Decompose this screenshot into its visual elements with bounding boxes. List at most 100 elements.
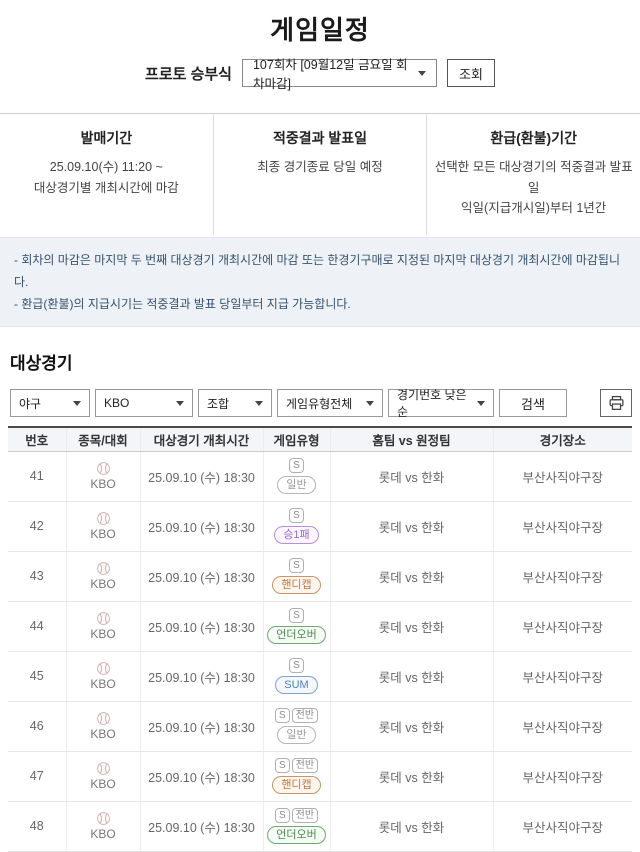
round-selector-row: 프로토 승부식 107회차 [09월12일 금요일 회차마감] 조회 [0, 58, 640, 91]
league-label: KBO [90, 477, 116, 492]
printer-icon [608, 395, 624, 410]
info-title: 발매기간 [80, 130, 133, 146]
venue-cell: 부산사직야구장 [492, 701, 632, 752]
single-game-badge: S [289, 658, 304, 674]
sort-select-value: 경기번호 낮은순 [397, 388, 467, 420]
game-type-cell: S 승1패 [262, 501, 330, 552]
col-header-number: 번호 [8, 427, 66, 452]
table-row: 45 KBO 25.09.10 (수) 18:30 S SUM 롯데 vs 한화 부산사직야… [8, 651, 632, 702]
game-type-pill: 언더오버 [267, 626, 326, 645]
sort-select[interactable]: 경기번호 낮은순 [388, 388, 494, 420]
venue-cell: 부산사직야구장 [492, 801, 632, 852]
chevron-down-icon [417, 70, 426, 76]
notice-box: - 회차의 마감은 마지막 두 번째 대상경기 개최시간에 마감 또는 한경기구… [0, 236, 640, 328]
venue-cell: 부산사직야구장 [492, 501, 632, 552]
notice-line: - 환급(환불)의 지급시기는 적중결과 발표 당일부터 지급 가능합니다. [14, 297, 351, 312]
chevron-down-icon [255, 400, 263, 406]
table-row: 42 KBO 25.09.10 (수) 18:30 S 승1패 롯데 vs 한화 부산사직야… [8, 501, 632, 552]
teams-cell: 롯데 vs 한화 [329, 701, 493, 752]
target-games-section-title: 대상경기 [10, 354, 73, 374]
col-header-game-type: 게임유형 [262, 427, 330, 452]
game-type-select[interactable]: 게임유형전체 [277, 389, 383, 418]
teams-cell: 롯데 vs 한화 [329, 801, 493, 852]
league-label: KBO [90, 527, 116, 542]
league-cell: KBO [65, 701, 140, 752]
game-number: 44 [8, 601, 66, 652]
table-row: 48 KBO 25.09.10 (수) 18:30 S 전반 언더오버 롯데 vs 한화 부산… [8, 801, 632, 852]
table-row: 44 KBO 25.09.10 (수) 18:30 S 언더오버 롯데 vs 한화 부산사직… [8, 601, 632, 652]
venue-cell: 부산사직야구장 [492, 651, 632, 702]
league-select[interactable]: KBO [95, 389, 193, 418]
teams-cell: 롯데 vs 한화 [329, 651, 493, 702]
game-type-cell: S 일반 [262, 451, 330, 502]
chevron-down-icon [176, 400, 184, 406]
teams-cell: 롯데 vs 한화 [329, 451, 493, 502]
round-select[interactable]: 107회차 [09월12일 금요일 회차마감] [241, 58, 437, 91]
chevron-down-icon [366, 400, 374, 406]
venue-cell: 부산사직야구장 [492, 601, 632, 652]
game-number: 47 [8, 751, 66, 802]
league-label: KBO [90, 577, 116, 592]
league-label: KBO [90, 777, 116, 792]
game-number: 48 [8, 801, 66, 852]
game-number: 45 [8, 651, 66, 702]
info-title: 적중결과 발표일 [272, 130, 368, 146]
game-time: 25.09.10 (수) 18:30 [139, 801, 263, 852]
inquiry-button[interactable]: 조회 [446, 59, 495, 87]
chevron-down-icon [73, 400, 81, 406]
league-cell: KBO [65, 551, 140, 602]
schedule-table-header: 번호 종목/대회 대상경기 개최시간 게임유형 홈팀 vs 원정팀 경기장소 [8, 427, 632, 452]
round-select-value: 107회차 [09월12일 금요일 회차마감] [252, 58, 408, 91]
baseball-icon [96, 512, 110, 526]
baseball-icon [96, 562, 110, 576]
game-type-pill: 승1패 [274, 526, 319, 545]
sale-info-section: 발매기간 25.09.10(수) 11:20 ~ 대상경기별 개최시간에 마감 … [0, 113, 640, 235]
info-line: 최종 경기종료 당일 예정 [257, 160, 383, 174]
single-game-badge: S [289, 558, 304, 574]
print-button[interactable] [600, 389, 632, 418]
game-type-pill: SUM [275, 676, 318, 695]
info-title: 환급(환불)기간 [490, 130, 577, 146]
table-row: 41 KBO 25.09.10 (수) 18:30 S 일반 롯데 vs 한화 부산사직야구… [8, 451, 632, 502]
combo-select-value: 조합 [207, 396, 230, 411]
teams-cell: 롯데 vs 한화 [329, 551, 493, 602]
single-game-badge: S [274, 708, 290, 724]
chevron-down-icon [477, 400, 485, 406]
game-time: 25.09.10 (수) 18:30 [139, 451, 263, 502]
col-header-time: 대상경기 개최시간 [139, 427, 263, 452]
league-cell: KBO [65, 801, 140, 852]
league-cell: KBO [65, 651, 140, 702]
info-line: 대상경기별 개최시간에 마감 [33, 180, 179, 195]
game-number: 41 [8, 451, 66, 502]
sport-select-value: 야구 [19, 396, 42, 411]
table-row: 43 KBO 25.09.10 (수) 18:30 S 핸디캡 롯데 vs 한화 부산사직야… [8, 551, 632, 602]
teams-cell: 롯데 vs 한화 [329, 501, 493, 552]
notice-line: - 회차의 마감은 마지막 두 번째 대상경기 개최시간에 마감 또는 한경기구… [14, 252, 621, 290]
game-type-pill: 핸디캡 [272, 776, 321, 795]
single-game-badge: S [289, 458, 304, 474]
table-row: 47 KBO 25.09.10 (수) 18:30 S 전반 핸디캡 롯데 vs 한화 부산사… [8, 751, 632, 802]
baseball-icon [96, 612, 110, 626]
venue-cell: 부산사직야구장 [492, 451, 632, 502]
game-type-pill: 일반 [277, 476, 316, 495]
page-title: 게임일정 [270, 15, 370, 45]
baseball-icon [96, 712, 110, 726]
teams-cell: 롯데 vs 한화 [329, 601, 493, 652]
sport-select[interactable]: 야구 [10, 389, 90, 418]
game-time: 25.09.10 (수) 18:30 [139, 551, 263, 602]
search-button[interactable]: 검색 [499, 389, 567, 418]
info-col-result-date: 적중결과 발표일 최종 경기종료 당일 예정 [212, 114, 427, 235]
league-label: KBO [90, 677, 116, 692]
info-col-refund-period: 환급(환불)기간 선택한 모든 대상경기의 적중결과 발표일 익일(지급개시일)… [426, 114, 640, 235]
baseball-icon [96, 762, 110, 776]
filter-bar: 야구 KBO 조합 게임유형전체 경기번호 낮은순 검색 [10, 388, 632, 420]
game-time: 25.09.10 (수) 18:30 [139, 651, 263, 702]
league-cell: KBO [65, 751, 140, 802]
league-label: KBO [90, 627, 116, 642]
game-number: 42 [8, 501, 66, 552]
info-col-sale-period: 발매기간 25.09.10(수) 11:20 ~ 대상경기별 개최시간에 마감 [0, 114, 213, 235]
combo-select[interactable]: 조합 [198, 389, 272, 418]
teams-cell: 롯데 vs 한화 [329, 751, 493, 802]
col-header-venue: 경기장소 [492, 427, 632, 452]
baseball-icon [96, 662, 110, 676]
